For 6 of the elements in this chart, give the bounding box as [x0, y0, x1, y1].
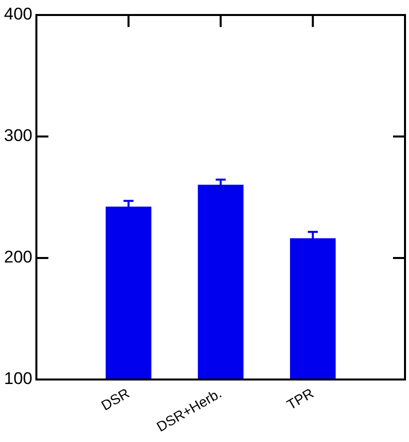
y-tick-label: 200	[4, 248, 32, 267]
y-tick-label: 400	[4, 4, 32, 24]
y-tick-label: 300	[4, 126, 32, 146]
x-tick-label: TPR	[284, 384, 316, 413]
y-tick-label: 100	[4, 369, 32, 388]
x-tick-label: DSR	[98, 384, 132, 414]
